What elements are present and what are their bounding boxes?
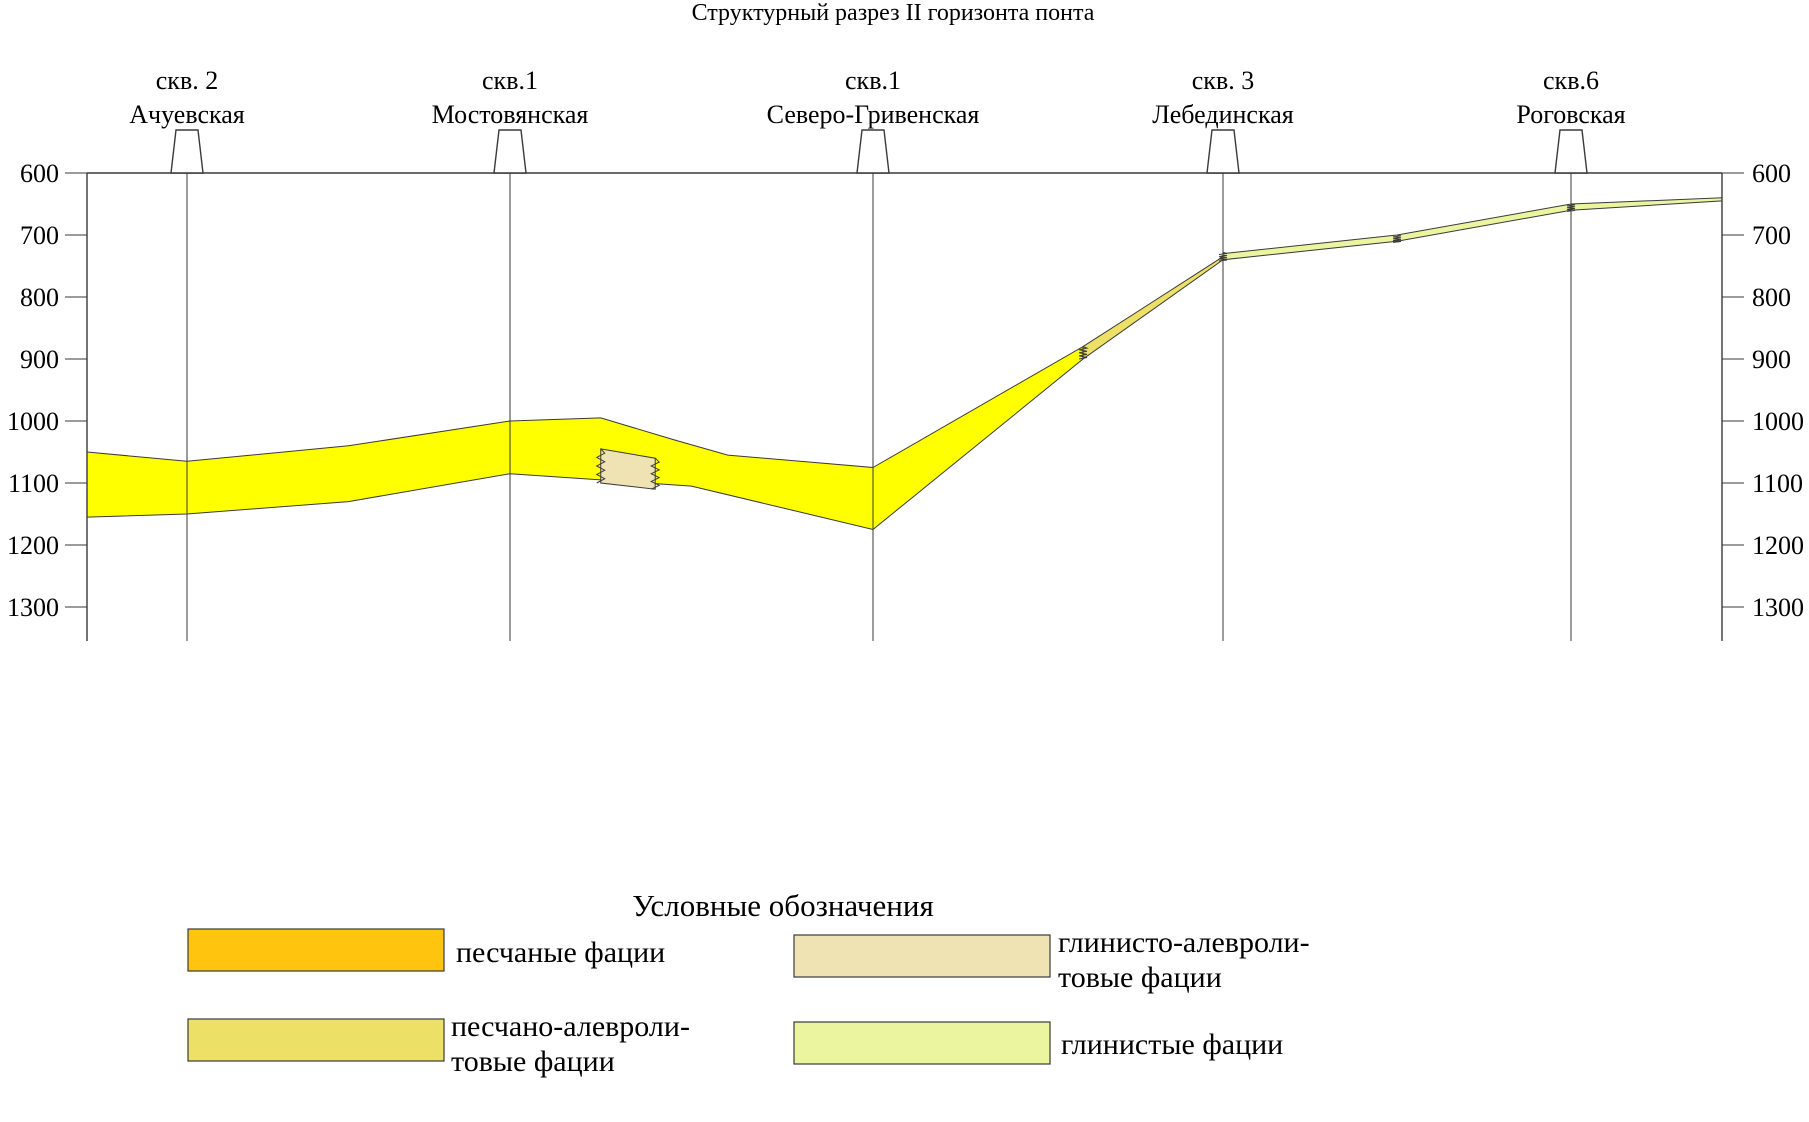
legend-label: товые фации bbox=[451, 1045, 615, 1078]
facies-body-sand bbox=[872, 345, 1084, 531]
legend-label: товые фации bbox=[1058, 961, 1222, 994]
diagram-title: Структурный разрез II горизонта понта bbox=[692, 0, 1095, 26]
well-number-label: скв.1 bbox=[845, 66, 901, 95]
facies-transition-zigzag bbox=[1566, 203, 1576, 212]
legend-swatch bbox=[793, 1021, 1051, 1065]
well-area-label: Роговская bbox=[1516, 100, 1625, 129]
well-area-label: Ачуевская bbox=[129, 100, 244, 129]
legend-item-clay: глинистые фации bbox=[793, 1021, 1283, 1065]
well-number-label: скв.6 bbox=[1543, 66, 1599, 95]
left-tick-label: 1000 bbox=[7, 407, 59, 436]
facies-transition-zigzag bbox=[1392, 234, 1402, 243]
legend-label: глинисто-алевроли- bbox=[1058, 926, 1310, 959]
right-tick-label: 600 bbox=[1752, 159, 1791, 188]
well-w3: скв.1 Северо-Гривенская bbox=[767, 66, 980, 641]
derrick-icon bbox=[170, 129, 204, 174]
legend-item-clay_silt: глинисто-алевроли-товые фации bbox=[793, 926, 1310, 994]
well-area-label: Северо-Гривенская bbox=[767, 100, 980, 129]
right-tick-label: 1100 bbox=[1752, 469, 1803, 498]
derrick-icon bbox=[856, 129, 890, 174]
well-number-label: скв.1 bbox=[482, 66, 538, 95]
facies-transition-zigzag bbox=[595, 448, 606, 484]
depth-axes: 600 600 700 700 800 800 900 900 1000 1000 1100 1100… bbox=[7, 159, 1804, 641]
facies-body-clay bbox=[1222, 197, 1723, 261]
legend-swatch bbox=[187, 928, 445, 972]
legend-item-sand: песчаные фации bbox=[187, 928, 665, 972]
legend-label: песчано-алевроли- bbox=[451, 1010, 690, 1043]
right-tick-label: 1300 bbox=[1752, 593, 1804, 622]
legend-swatch bbox=[187, 1018, 445, 1062]
legend-label: глинистые фации bbox=[1061, 1028, 1283, 1061]
right-tick-label: 900 bbox=[1752, 345, 1791, 374]
legend: Условные обозначения песчаные фации глини… bbox=[187, 888, 1310, 1078]
right-tick-label: 1000 bbox=[1752, 407, 1804, 436]
legend-title: Условные обозначения bbox=[632, 888, 933, 923]
right-tick-label: 800 bbox=[1752, 283, 1791, 312]
wells-layer: скв. 2 Ачуевская скв.1 Мостовянская скв.1 Сев… bbox=[129, 66, 1626, 641]
well-number-label: скв. 2 bbox=[156, 66, 218, 95]
derrick-icon bbox=[1554, 129, 1588, 174]
right-tick-label: 1200 bbox=[1752, 531, 1804, 560]
facies-body-clay_silt bbox=[600, 448, 656, 490]
well-area-label: Мостовянская bbox=[432, 100, 589, 129]
well-number-label: скв. 3 bbox=[1192, 66, 1254, 95]
left-tick-label: 800 bbox=[20, 283, 59, 312]
well-w1: скв. 2 Ачуевская bbox=[129, 66, 245, 641]
facies-transition-zigzag bbox=[650, 457, 661, 490]
derrick-icon bbox=[493, 129, 527, 174]
left-tick-label: 1200 bbox=[7, 531, 59, 560]
well-w2: скв.1 Мостовянская bbox=[432, 66, 589, 641]
left-tick-label: 600 bbox=[20, 159, 59, 188]
facies-body-sand bbox=[86, 417, 874, 531]
left-tick-label: 900 bbox=[20, 345, 59, 374]
left-tick-label: 1300 bbox=[7, 593, 59, 622]
legend-item-sand_silt: песчано-алевроли-товые фации bbox=[187, 1010, 690, 1078]
left-tick-label: 1100 bbox=[8, 469, 59, 498]
facies-body-sand_silt bbox=[1082, 255, 1224, 360]
well-w5: скв.6 Роговская bbox=[1516, 66, 1626, 641]
left-tick-label: 700 bbox=[20, 221, 59, 250]
derrick-icon bbox=[1206, 129, 1240, 174]
facies-layer bbox=[86, 197, 1723, 531]
legend-swatch bbox=[793, 934, 1051, 978]
legend-label: песчаные фации bbox=[456, 936, 665, 969]
well-w4: скв. 3 Лебединская bbox=[1152, 66, 1294, 641]
right-tick-label: 700 bbox=[1752, 221, 1791, 250]
facies-transition-zigzag bbox=[1218, 251, 1228, 262]
facies-transition-zigzag bbox=[1078, 346, 1089, 360]
well-area-label: Лебединская bbox=[1152, 100, 1293, 129]
